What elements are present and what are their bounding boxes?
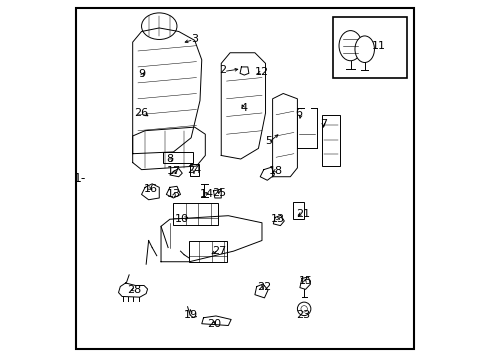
Text: 15: 15 — [299, 276, 313, 286]
Text: 3: 3 — [191, 34, 198, 44]
Text: 7: 7 — [320, 119, 327, 129]
Text: 14: 14 — [199, 190, 214, 200]
Text: 11: 11 — [371, 41, 385, 51]
Text: 25: 25 — [212, 188, 226, 198]
Text: 12: 12 — [255, 67, 269, 77]
Ellipse shape — [338, 31, 361, 61]
Bar — [190, 164, 199, 176]
Text: 2: 2 — [219, 65, 226, 75]
Text: 4: 4 — [240, 103, 247, 113]
Bar — [163, 152, 193, 162]
Text: 27: 27 — [212, 246, 226, 256]
Text: 23: 23 — [295, 310, 309, 320]
Ellipse shape — [141, 13, 177, 40]
Bar — [321, 115, 339, 166]
Bar — [173, 203, 217, 225]
Circle shape — [301, 306, 307, 312]
Text: 16: 16 — [143, 184, 157, 194]
Text: 22: 22 — [256, 282, 271, 292]
Text: 10: 10 — [175, 214, 189, 224]
Text: 1-: 1- — [74, 172, 86, 185]
Text: 13: 13 — [271, 214, 284, 224]
Text: 21: 21 — [295, 209, 309, 219]
Bar — [332, 17, 407, 77]
Bar — [189, 241, 226, 262]
Ellipse shape — [354, 36, 374, 62]
Text: 9: 9 — [138, 69, 145, 79]
Bar — [292, 202, 303, 219]
Text: 6: 6 — [295, 108, 302, 118]
Text: 28: 28 — [127, 285, 141, 295]
Text: 17: 17 — [166, 166, 180, 176]
Text: 18: 18 — [269, 166, 283, 176]
Text: 26: 26 — [134, 108, 148, 118]
Text: 19: 19 — [184, 310, 198, 320]
Text: 8: 8 — [166, 154, 173, 164]
Text: 24: 24 — [187, 165, 201, 175]
Text: 5: 5 — [265, 136, 272, 146]
Text: 20: 20 — [207, 319, 221, 329]
Text: 13: 13 — [166, 190, 180, 200]
Circle shape — [297, 302, 310, 316]
